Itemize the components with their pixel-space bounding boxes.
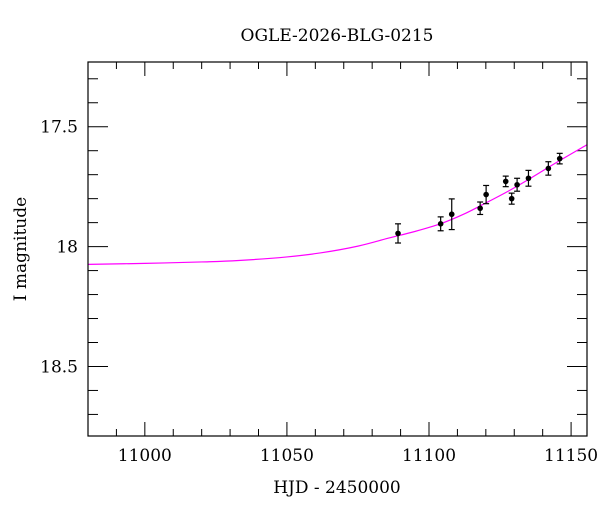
x-tick-label: 11000 <box>118 446 172 466</box>
data-marker <box>395 230 401 237</box>
data-point <box>395 223 402 244</box>
data-marker <box>477 205 483 212</box>
axis-ticks <box>87 62 587 436</box>
data-point <box>514 177 521 192</box>
y-tick-label: 18 <box>56 238 78 258</box>
data-point <box>556 152 563 165</box>
plot-area <box>87 144 588 265</box>
data-marker <box>556 155 563 162</box>
data-point <box>545 161 552 176</box>
x-tick-label: 11100 <box>402 446 456 466</box>
y-tick-label: 17.5 <box>40 118 78 138</box>
x-axis-label: HJD - 2450000 <box>273 478 401 498</box>
data-marker <box>525 175 532 182</box>
x-tick-label: 11150 <box>544 446 598 466</box>
data-marker <box>437 221 444 227</box>
data-marker <box>502 178 509 185</box>
data-marker <box>508 195 515 202</box>
data-marker <box>514 181 520 188</box>
data-point <box>483 184 490 205</box>
data-point <box>525 169 532 187</box>
y-axis-label: I magnitude <box>11 197 31 301</box>
data-marker <box>483 191 489 198</box>
data-point <box>437 216 444 232</box>
data-point <box>508 192 515 205</box>
x-tick-label: 11050 <box>260 446 314 466</box>
data-marker <box>448 211 455 218</box>
data-point <box>502 175 509 188</box>
y-tick-label: 18.5 <box>40 357 78 377</box>
data-marker <box>545 165 552 172</box>
plot-frame <box>87 61 588 437</box>
data-point <box>477 201 484 216</box>
data-point <box>448 198 455 231</box>
chart-title: OGLE-2026-BLG-0215 <box>241 26 434 46</box>
tick-labels: 11000 11050 11100 11150 17.5 18 18.5 <box>40 118 598 466</box>
